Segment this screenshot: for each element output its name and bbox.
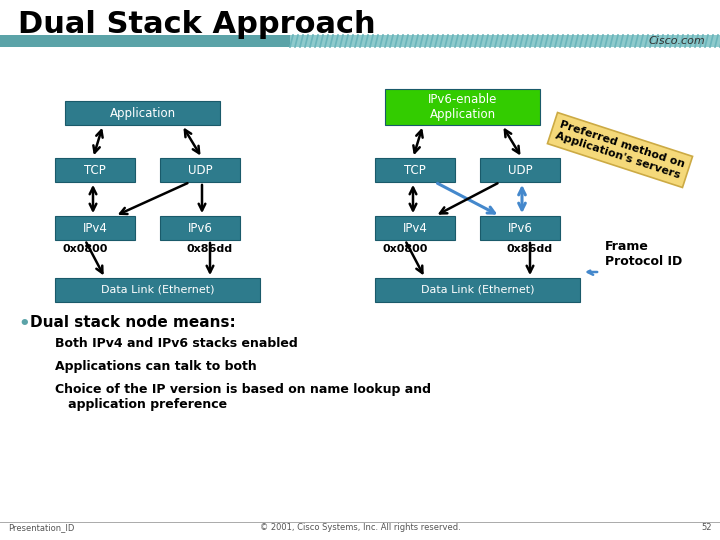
Text: 0x0800: 0x0800 bbox=[63, 244, 108, 254]
Text: Presentation_ID: Presentation_ID bbox=[8, 523, 74, 532]
Text: Applications can talk to both: Applications can talk to both bbox=[55, 360, 257, 373]
FancyBboxPatch shape bbox=[480, 216, 560, 240]
FancyBboxPatch shape bbox=[65, 101, 220, 125]
Text: TCP: TCP bbox=[404, 164, 426, 177]
FancyBboxPatch shape bbox=[55, 216, 135, 240]
Text: Data Link (Ethernet): Data Link (Ethernet) bbox=[101, 285, 215, 295]
Text: Frame
Protocol ID: Frame Protocol ID bbox=[605, 240, 683, 268]
FancyBboxPatch shape bbox=[375, 278, 580, 302]
Text: IPv4: IPv4 bbox=[83, 221, 107, 234]
Text: Preferred method on
Application's servers: Preferred method on Application's server… bbox=[554, 119, 685, 180]
Bar bbox=[0, 35, 290, 47]
Text: IPv6-enable
Application: IPv6-enable Application bbox=[428, 93, 498, 121]
FancyBboxPatch shape bbox=[160, 158, 240, 182]
Text: 52: 52 bbox=[701, 523, 712, 532]
Text: 0x0800: 0x0800 bbox=[382, 244, 428, 254]
Text: IPv4: IPv4 bbox=[402, 221, 428, 234]
FancyBboxPatch shape bbox=[55, 158, 135, 182]
Text: UDP: UDP bbox=[508, 164, 532, 177]
Text: 0x86dd: 0x86dd bbox=[507, 244, 553, 254]
FancyBboxPatch shape bbox=[55, 278, 260, 302]
FancyBboxPatch shape bbox=[375, 158, 455, 182]
Text: 0x86dd: 0x86dd bbox=[187, 244, 233, 254]
FancyBboxPatch shape bbox=[480, 158, 560, 182]
Text: © 2001, Cisco Systems, Inc. All rights reserved.: © 2001, Cisco Systems, Inc. All rights r… bbox=[260, 523, 460, 532]
Text: Application: Application bbox=[109, 106, 176, 119]
Text: Choice of the IP version is based on name lookup and
   application preference: Choice of the IP version is based on nam… bbox=[55, 383, 431, 411]
Text: Both IPv4 and IPv6 stacks enabled: Both IPv4 and IPv6 stacks enabled bbox=[55, 337, 298, 350]
Text: •: • bbox=[18, 315, 30, 333]
Text: UDP: UDP bbox=[188, 164, 212, 177]
Text: IPv6: IPv6 bbox=[188, 221, 212, 234]
Text: Data Link (Ethernet): Data Link (Ethernet) bbox=[420, 285, 534, 295]
Text: Dual stack node means:: Dual stack node means: bbox=[30, 315, 235, 330]
Text: IPv6: IPv6 bbox=[508, 221, 532, 234]
Text: TCP: TCP bbox=[84, 164, 106, 177]
FancyBboxPatch shape bbox=[375, 216, 455, 240]
FancyBboxPatch shape bbox=[385, 89, 540, 125]
Bar bbox=[290, 35, 720, 47]
Text: Cisco.com: Cisco.com bbox=[648, 36, 705, 46]
Text: Dual Stack Approach: Dual Stack Approach bbox=[18, 10, 376, 39]
FancyBboxPatch shape bbox=[160, 216, 240, 240]
